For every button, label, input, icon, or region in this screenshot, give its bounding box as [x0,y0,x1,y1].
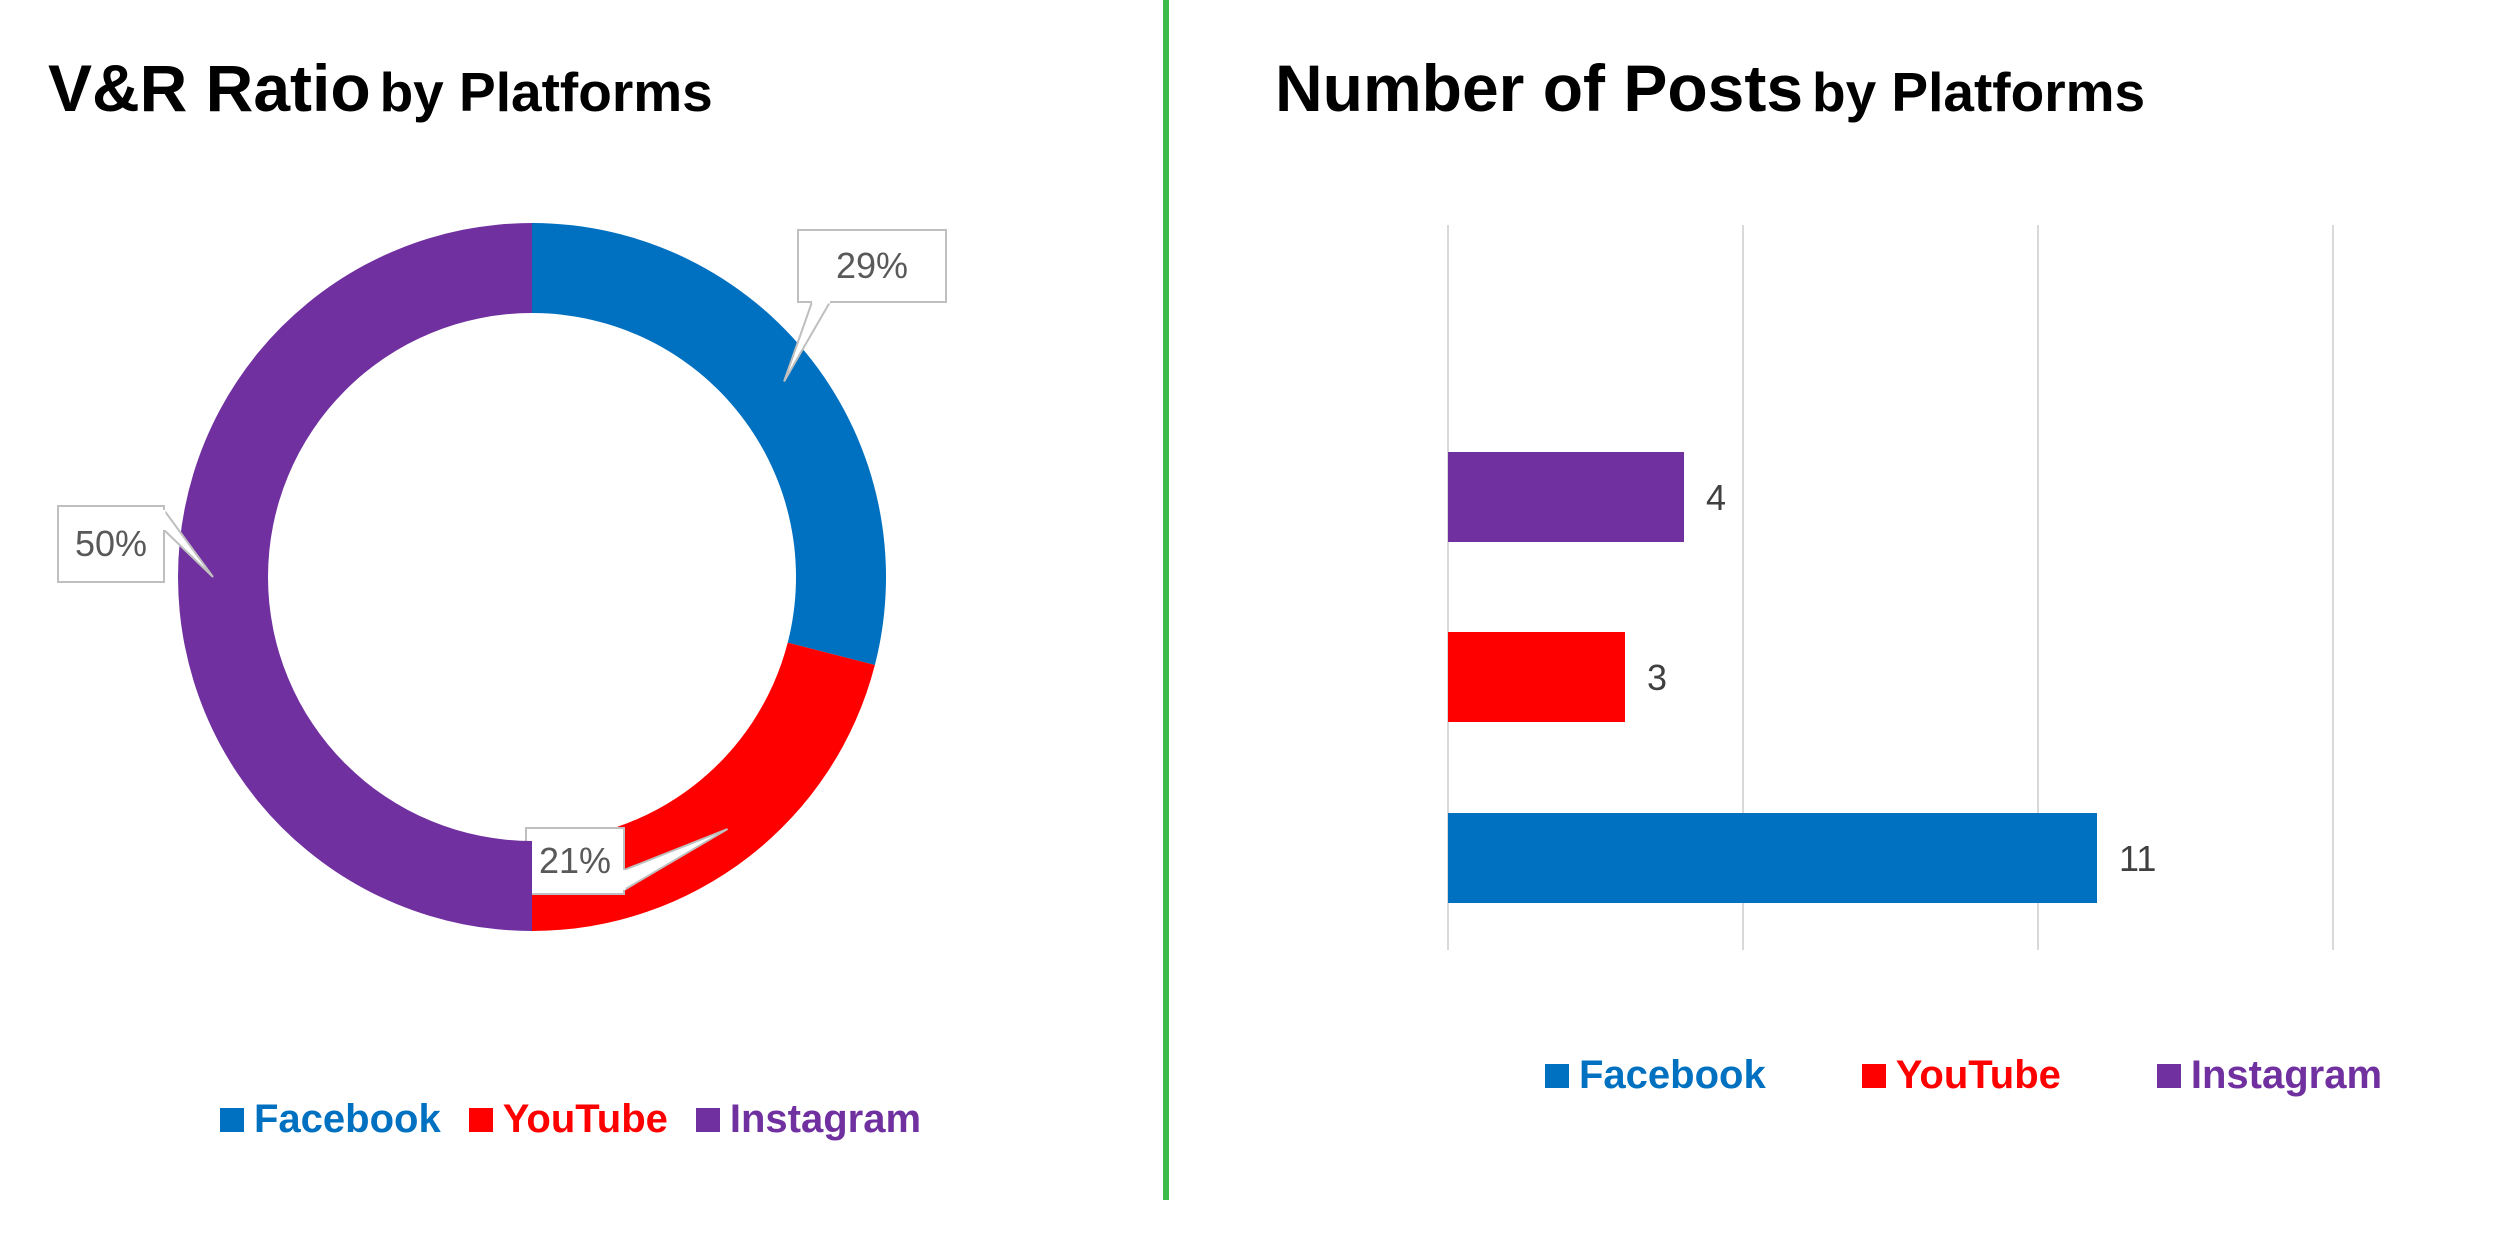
bar-youtube [1448,632,1625,722]
bar-data-label-youtube: 3 [1647,657,1667,698]
bar-data-label-instagram: 4 [1706,477,1726,518]
posts-legend: Facebook YouTube Instagram [1545,1053,2478,1098]
donut-data-label-youtube: 21% [539,840,611,881]
legend-label: Facebook [254,1097,441,1141]
legend-item-youtube: YouTube [1861,1053,2061,1098]
posts-bar-chart: 11 3 4 [1447,225,2334,950]
legend-swatch [695,1107,720,1132]
legend-swatch [1545,1063,1569,1088]
donut-slice-instagram [178,223,532,931]
donut-callout-box [797,229,947,303]
panel-divider [1163,0,1169,1200]
donut-slice-facebook [532,223,886,666]
donut-callout-box [525,827,625,895]
legend-swatch [2156,1063,2181,1088]
legend-swatch [220,1107,244,1132]
vr-ratio-donut-chart: 29% 21% 50% [57,223,947,932]
legend-label: Instagram [2190,1053,2383,1097]
legend-label: Facebook [1579,1053,1766,1097]
vr-ratio-title: V&R Ratio by Platforms [48,55,713,121]
legend-item-facebook: Facebook [220,1097,441,1142]
vr-ratio-legend: Facebook YouTube Instagram [220,1097,949,1142]
legend-item-youtube: YouTube [468,1097,668,1142]
legend-swatch [1861,1063,1886,1088]
donut-data-label-facebook: 29% [836,245,908,286]
vr-ratio-title-sub: by Platforms [379,61,713,123]
legend-label: Instagram [729,1097,922,1141]
legend-item-instagram: Instagram [695,1097,922,1142]
posts-title-main: Number of Posts [1275,51,1804,125]
posts-title-sub: by Platforms [1811,61,2146,123]
legend-item-instagram: Instagram [2156,1053,2383,1098]
donut-data-label-instagram: 50% [75,523,147,564]
posts-title: Number of Posts by Platforms [1275,55,2145,121]
legend-label: YouTube [502,1097,668,1141]
donut-callout-box [57,505,165,583]
legend-label: YouTube [1895,1053,2061,1097]
vr-ratio-title-main: V&R Ratio [48,51,371,125]
bar-facebook [1448,813,2097,903]
bar-data-label-facebook: 11 [2119,838,2156,879]
bar-instagram [1448,452,1684,542]
legend-item-facebook: Facebook [1545,1053,1766,1098]
legend-swatch [468,1107,493,1132]
